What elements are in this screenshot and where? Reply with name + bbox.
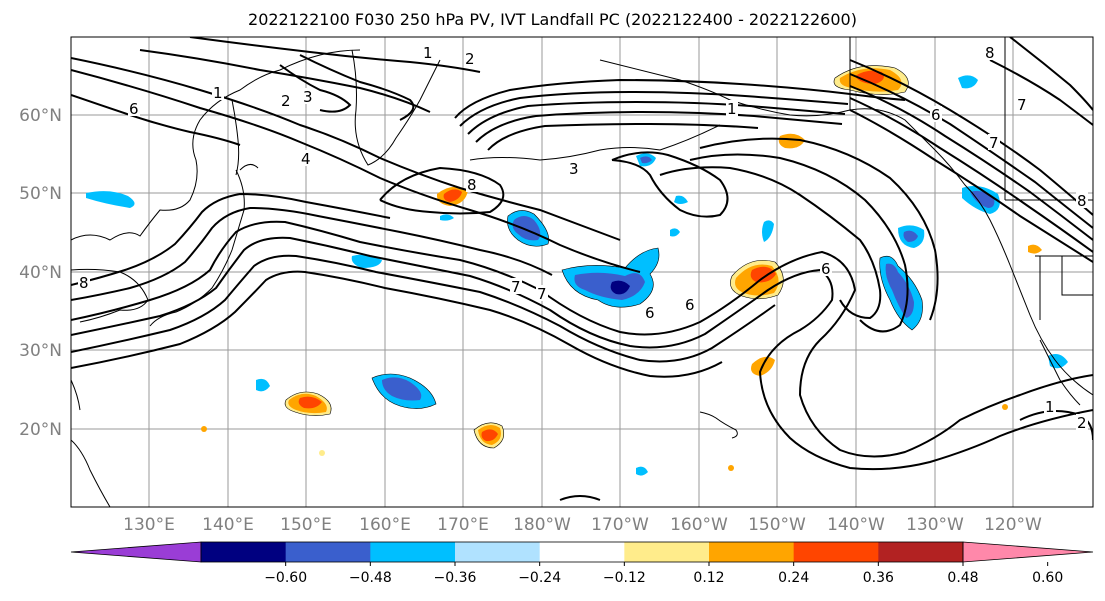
lat-label: 60°N xyxy=(19,106,62,126)
lon-label: 180°W xyxy=(513,515,571,535)
lat-label: 40°N xyxy=(19,263,62,283)
contour-label: 3 xyxy=(569,160,579,178)
contour-label: 7 xyxy=(1017,96,1027,114)
colorbar-bin xyxy=(201,542,287,562)
colorbar-tick-label: 0.60 xyxy=(1032,570,1063,586)
latitude-labels: 60°N 50°N 40°N 30°N 20°N xyxy=(19,106,62,440)
lat-label: 30°N xyxy=(19,341,62,361)
contour-label: 8 xyxy=(985,44,995,62)
contour-label: 1 xyxy=(423,44,433,62)
contour-label: 1 xyxy=(213,84,223,102)
contour-label: 1 xyxy=(727,100,737,118)
contour-label: 8 xyxy=(79,274,89,292)
contour-label: 1 xyxy=(1045,398,1055,416)
lon-label: 150°W xyxy=(748,515,806,535)
colorbar-extend-low xyxy=(70,541,202,563)
colorbar-bin xyxy=(285,542,371,562)
pv-contours xyxy=(71,37,1093,501)
lon-label: 170°W xyxy=(591,515,649,535)
contour-label: 2 xyxy=(465,50,475,68)
contour-labels: 1 2 3 4 6 7 8 1 2 3 6 7 8 6 xyxy=(78,44,1088,432)
contour-label: 4 xyxy=(301,150,311,168)
colorbar-tick-label: −0.24 xyxy=(518,570,561,586)
lat-label: 20°N xyxy=(19,420,62,440)
contour-label: 6 xyxy=(645,304,655,322)
contour-label: 2 xyxy=(1077,414,1087,432)
colorbar-tick-label: −0.12 xyxy=(603,570,646,586)
colorbar-tick-label: 0.12 xyxy=(693,570,724,586)
contour-label: 8 xyxy=(1077,192,1087,210)
lon-label: 140°E xyxy=(202,515,254,535)
pc-contour-lines xyxy=(284,65,923,449)
contour-label: 8 xyxy=(467,176,477,194)
lon-label: 160°E xyxy=(359,515,411,535)
contour-label: 6 xyxy=(821,260,831,278)
lon-label: 170°E xyxy=(437,515,489,535)
lon-label: 140°W xyxy=(827,515,885,535)
longitude-labels: 130°E 140°E 150°E 160°E 170°E 180°W 170°… xyxy=(123,515,1042,535)
colorbar-tick-label: −0.36 xyxy=(434,570,477,586)
contour-label: 3 xyxy=(303,88,313,106)
colorbar-bin xyxy=(793,542,879,562)
lon-label: 150°E xyxy=(280,515,332,535)
colorbar-tick-label: −0.60 xyxy=(264,570,307,586)
contour-label: 7 xyxy=(537,285,547,303)
lon-label: 130°W xyxy=(906,515,964,535)
contour-label: 2 xyxy=(281,92,291,110)
contour-label: 6 xyxy=(685,296,695,314)
contour-label: 7 xyxy=(511,278,521,296)
map-title: 2022122100 F030 250 hPa PV, IVT Landfall… xyxy=(248,10,857,29)
colorbar xyxy=(70,541,1094,563)
lon-label: 160°W xyxy=(670,515,728,535)
colorbar-tick-label: −0.48 xyxy=(349,570,392,586)
colorbar-outline xyxy=(200,541,964,563)
colorbar-bin xyxy=(878,542,964,562)
colorbar-bin xyxy=(624,542,710,562)
colorbar-bin xyxy=(539,542,625,562)
lon-label: 120°W xyxy=(984,515,1042,535)
colorbar-tick-label: 0.36 xyxy=(863,570,894,586)
contour-label: 6 xyxy=(129,100,139,118)
map-frame xyxy=(70,36,1094,508)
colorbar-tick-label: 0.48 xyxy=(947,570,978,586)
colorbar-ticks: −0.60 −0.48 −0.36 −0.24 −0.12 0.12 0.24 0.36 0.4… xyxy=(264,562,1063,586)
lat-label: 50°N xyxy=(19,184,62,204)
colorbar-bin xyxy=(370,542,456,562)
contour-label: 6 xyxy=(931,106,941,124)
lon-label: 130°E xyxy=(123,515,175,535)
colorbar-extend-high xyxy=(962,541,1094,563)
colorbar-bin xyxy=(709,542,795,562)
colorbar-bin xyxy=(455,542,541,562)
colorbar-tick-label: 0.24 xyxy=(778,570,809,586)
contour-label: 7 xyxy=(989,134,999,152)
